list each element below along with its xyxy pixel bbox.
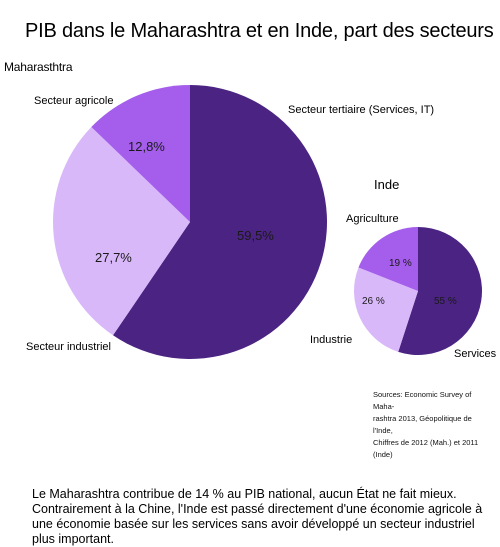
india-value-agriculture: 19 % [389,258,412,269]
india-pie-title: Inde [374,177,400,192]
source-note: Sources: Economic Survey of Maha- rashtr… [373,389,493,461]
india-pie [353,227,482,355]
maharashtra-label-industry: Secteur industriel [26,341,111,353]
india-slice-2 [358,227,418,291]
india-slice-1 [353,267,418,352]
india-label-industry: Industrie [310,334,352,346]
maharashtra-pie [53,85,328,360]
source-line: Chiffres de 2012 (Mah.) et 2011 (Inde) [373,438,479,459]
maharashtra-value-industry: 27,7% [95,250,132,265]
caption-text: Le Maharashtra contribue de 14 % au PIB … [32,487,483,546]
chart-title: PIB dans le Maharashtra et en Inde, part… [25,20,494,42]
maharashtra-pie-title: Maharasthtra [4,60,73,74]
maharashtra-label-tertiary: Secteur tertiaire (Services, IT) [288,104,434,116]
india-value-industry: 26 % [362,296,385,307]
maharashtra-slice-1 [53,126,191,336]
source-line: rashtra 2013, Géopolitique de l'Inde, [373,414,472,435]
pie-charts: Secteur tertiaire (Services, IT) Secteur… [26,85,497,360]
india-slice-0 [398,227,482,355]
maharashtra-slice-0 [112,85,328,360]
maharashtra-value-tertiary: 59,5% [237,228,274,243]
maharashtra-value-agriculture: 12,8% [128,139,165,154]
india-label-services: Services [454,348,497,360]
maharashtra-slice-2 [91,85,190,222]
maharashtra-label-agriculture: Secteur agricole [34,95,114,107]
india-label-agriculture: Agriculture [346,213,399,225]
source-line: Sources: Economic Survey of Maha- [373,390,472,411]
india-value-services: 55 % [434,296,457,307]
